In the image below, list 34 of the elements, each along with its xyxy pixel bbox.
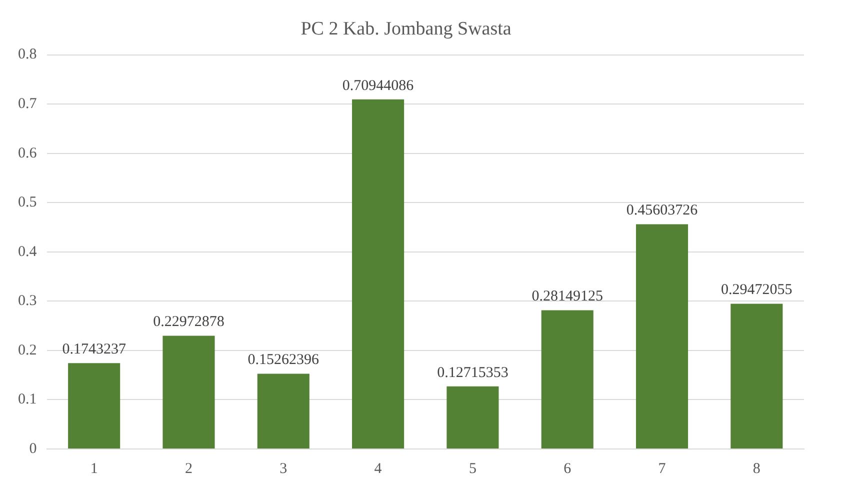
x-tick-label: 6 [564,460,572,477]
y-tick-label: 0.8 [18,46,37,63]
y-tick-label: 0.6 [18,145,38,162]
y-tick-label: 0.2 [18,342,37,358]
x-tick-label: 4 [374,460,382,477]
x-tick-label: 8 [752,460,760,477]
data-label: 0.15262396 [248,352,320,368]
x-tick-label: 3 [280,460,288,477]
y-tick-label: 0 [29,440,37,457]
bar [352,99,404,448]
x-tick-label: 1 [90,460,98,477]
data-label: 0.1743237 [62,342,126,358]
data-label: 0.70944086 [342,78,414,94]
data-label: 0.45603726 [626,202,698,219]
bar [162,336,215,448]
bar [541,310,594,448]
x-tick-label: 5 [468,460,476,477]
data-label: 0.28149125 [532,288,603,305]
data-label: 0.29472055 [721,282,792,298]
y-tick-label: 0.4 [18,244,38,260]
y-tick-label: 0.5 [18,194,37,211]
y-tick-label: 0.1 [18,392,37,408]
bar [68,363,120,448]
bar [257,374,310,448]
bar [730,304,783,448]
x-tick-label: 2 [184,460,192,477]
chart-title: PC 2 Kab. Jombang Swasta [300,18,512,40]
data-label: 0.22972878 [153,314,224,330]
bar [636,224,688,448]
bar [446,386,499,448]
data-label: 0.12715353 [437,364,508,381]
x-tick-label: 7 [658,460,666,477]
y-tick-label: 0.3 [18,293,37,310]
y-tick-label: 0.7 [18,96,38,112]
